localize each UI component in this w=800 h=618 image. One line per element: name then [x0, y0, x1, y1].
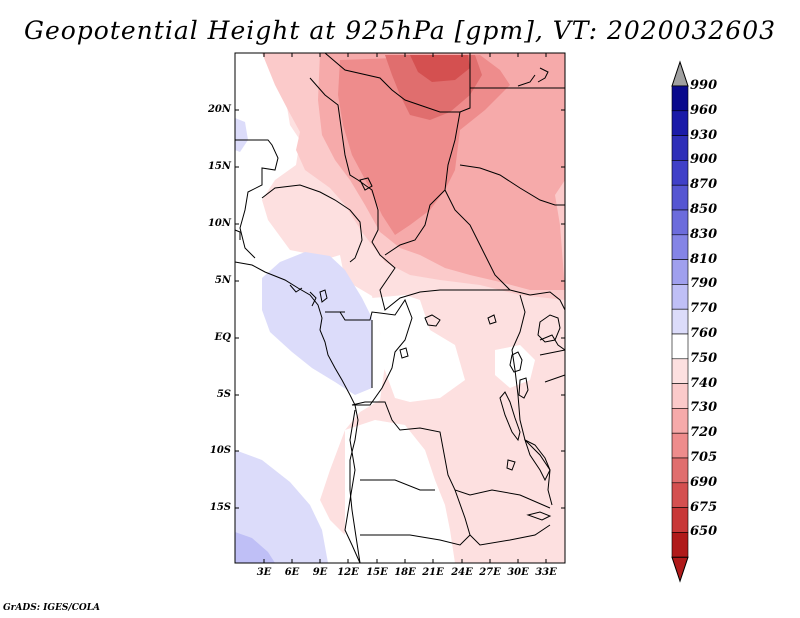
colorbar-swatch-16 — [671, 482, 689, 508]
colorbar-label-930: 930 — [690, 127, 718, 143]
y-label-20n: 20N — [207, 104, 231, 115]
colorbar — [671, 60, 689, 583]
colorbar-swatch-12 — [671, 383, 689, 409]
colorbar-swatch-8 — [671, 284, 689, 310]
x-label-15e: 15E — [366, 567, 388, 578]
colorbar-swatch-11 — [671, 358, 689, 384]
y-label-10s: 10S — [209, 445, 231, 456]
colorbar-label-810: 810 — [690, 251, 718, 267]
colorbar-swatch-6 — [671, 234, 689, 260]
colorbar-label-870: 870 — [690, 177, 718, 193]
map-title: Geopotential Height at 925hPa [gpm], VT:… — [23, 16, 777, 45]
colorbar-swatch-15 — [671, 457, 689, 484]
region-white-south — [345, 420, 455, 563]
colorbar-label-650: 650 — [690, 524, 718, 540]
colorbar-swatch-18 — [671, 532, 689, 558]
x-label-24e: 24E — [451, 567, 473, 578]
region-red-core — [410, 55, 470, 82]
colorbar-label-770: 770 — [690, 301, 718, 317]
colorbar-label-720: 720 — [690, 425, 718, 441]
colorbar-swatch-7 — [671, 259, 689, 285]
footer-credit: GrADS: IGES/COLA — [3, 603, 101, 613]
colorbar-swatch-10 — [671, 333, 689, 360]
colorbar-label-740: 740 — [690, 375, 718, 391]
region-blue-northwest — [235, 118, 248, 152]
colorbar-swatch-0 — [671, 85, 689, 112]
x-label-3e: 3E — [256, 567, 272, 578]
colorbar-swatch-4 — [671, 184, 689, 211]
colorbar-swatch-13 — [671, 408, 689, 434]
colorbar-label-830: 830 — [690, 226, 718, 242]
colorbar-label-900: 900 — [690, 152, 718, 168]
colorbar-label-675: 675 — [690, 499, 718, 515]
lakes — [319, 177, 561, 521]
map-frame — [234, 52, 566, 564]
colorbar-swatch-17 — [671, 507, 689, 533]
colorbar-label-690: 690 — [690, 474, 718, 490]
colorbar-label-790: 790 — [690, 276, 718, 292]
y-label-5n: 5N — [214, 275, 231, 286]
y-label-10n: 10N — [207, 218, 231, 229]
colorbar-label-760: 760 — [690, 326, 718, 341]
x-label-33e: 33E — [535, 567, 557, 578]
colorbar-swatch-3 — [671, 160, 689, 186]
colorbar-swatch-5 — [671, 209, 689, 236]
y-label-15s: 15S — [209, 502, 231, 513]
y-label-eq: EQ — [214, 332, 231, 343]
x-label-6e: 6E — [284, 567, 300, 578]
colorbar-label-750: 750 — [690, 350, 718, 366]
colorbar-label-850: 850 — [690, 202, 718, 217]
x-label-21e: 21E — [422, 567, 444, 578]
region-white-central — [372, 295, 465, 402]
x-label-12e: 12E — [337, 567, 359, 578]
y-label-5s: 5S — [216, 389, 231, 400]
axis-ticks — [235, 53, 565, 563]
x-label-27e: 27E — [479, 567, 501, 578]
country-borders — [235, 52, 566, 564]
colorbar-swatch-1 — [671, 110, 689, 136]
colorbar-swatch-9 — [671, 308, 689, 335]
colorbar-label-990: 990 — [690, 78, 718, 93]
colorbar-swatch-2 — [671, 135, 689, 161]
region-blue-southwest — [235, 450, 328, 563]
coastline — [234, 67, 549, 564]
region-white-east-patch — [495, 345, 535, 388]
colorbar-label-730: 730 — [690, 400, 718, 416]
y-label-15n: 15N — [207, 161, 231, 172]
colorbar-label-705: 705 — [690, 450, 718, 465]
x-label-18e: 18E — [394, 567, 416, 578]
x-label-30e: 30E — [507, 567, 529, 578]
colorbar-top-arrow — [671, 60, 689, 87]
region-blue-southwest-dark — [235, 532, 275, 563]
colorbar-swatch-14 — [671, 432, 689, 459]
region-blue-gulf — [262, 252, 372, 395]
colorbar-bottom-arrow — [671, 556, 689, 583]
region-mediumred-north — [338, 55, 510, 235]
x-label-9e: 9E — [312, 567, 328, 578]
colorbar-label-960: 960 — [690, 102, 718, 118]
